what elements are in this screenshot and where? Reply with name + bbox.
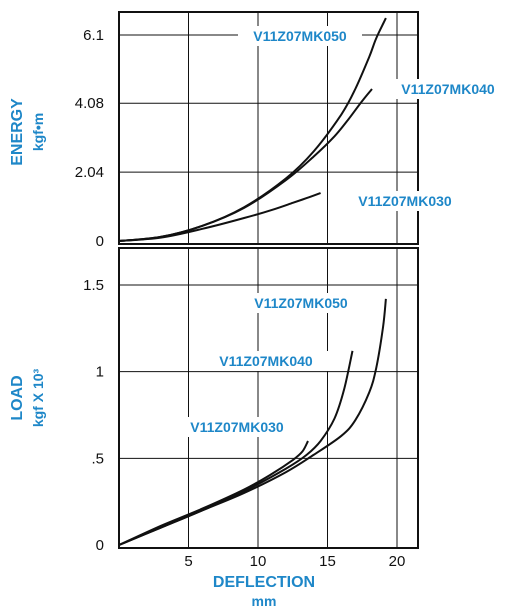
series-label-v11z07mk040: V11Z07MK040 bbox=[401, 81, 495, 97]
y-tick-label: 0 bbox=[96, 233, 104, 250]
series-label-v11z07mk030: V11Z07MK030 bbox=[190, 419, 284, 435]
series-label-bg bbox=[343, 191, 467, 211]
series-line-v11z07mk040 bbox=[118, 88, 373, 242]
plot-frame bbox=[118, 247, 419, 549]
energy-panel: 0 2.04 4.08 6.1 V11Z07MK050 V11Z07MK040 V11Z07… bbox=[75, 11, 510, 250]
y-tick-label: 1.5 bbox=[83, 277, 104, 294]
series-label-bg bbox=[238, 26, 362, 46]
series-label-bg bbox=[386, 79, 510, 99]
load-axis-title: LOAD bbox=[9, 375, 26, 420]
plot-frame bbox=[118, 11, 419, 245]
y-tick-label: 0 bbox=[96, 537, 104, 554]
x-axis-title: DEFLECTION bbox=[213, 574, 315, 591]
y-tick-label: 2.04 bbox=[75, 164, 104, 181]
series-label-v11z07mk050: V11Z07MK050 bbox=[253, 28, 347, 44]
x-tick-label: 5 bbox=[184, 553, 192, 570]
load-panel: 0 .5 1 1.5 5 10 15 20 V11Z07MK050 V11Z07MK040 V11Z… bbox=[83, 247, 419, 570]
y-tick-label: .5 bbox=[91, 450, 104, 467]
x-axis-unit: mm bbox=[252, 593, 277, 609]
y-tick-label: 6.1 bbox=[83, 27, 104, 44]
series-label-bg bbox=[204, 351, 328, 371]
series-label-v11z07mk050: V11Z07MK050 bbox=[254, 295, 348, 311]
x-tick-label: 10 bbox=[250, 553, 267, 570]
series-line-v11z07mk030 bbox=[118, 192, 321, 242]
energy-axis-title: ENERGY bbox=[9, 98, 26, 166]
series-label-v11z07mk030: V11Z07MK030 bbox=[358, 193, 452, 209]
x-tick-label: 20 bbox=[389, 553, 406, 570]
energy-axis-unit: kgf•m bbox=[30, 113, 46, 151]
series-line-v11z07mk040 bbox=[118, 350, 354, 546]
x-tick-label: 15 bbox=[319, 553, 336, 570]
series-line-v11z07mk030 bbox=[118, 440, 309, 546]
y-tick-label: 4.08 bbox=[75, 95, 104, 112]
series-label-bg bbox=[239, 293, 363, 313]
series-label-v11z07mk040: V11Z07MK040 bbox=[219, 353, 313, 369]
series-label-bg bbox=[175, 417, 299, 437]
y-tick-label: 1 bbox=[96, 364, 104, 381]
load-axis-unit: kgf X 10³ bbox=[30, 368, 46, 427]
